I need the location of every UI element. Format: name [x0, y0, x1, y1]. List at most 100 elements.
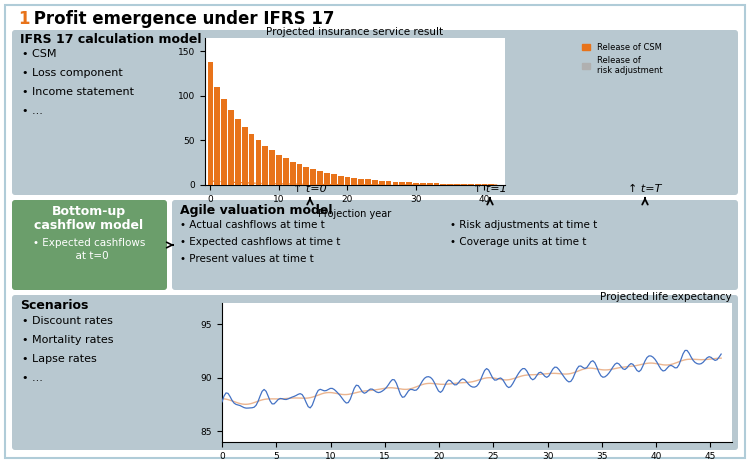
- Bar: [317, 182, 323, 185]
- FancyBboxPatch shape: [12, 200, 167, 290]
- Bar: [358, 184, 364, 185]
- Bar: [440, 184, 446, 185]
- Bar: [296, 164, 302, 185]
- Text: • Expected cashflows: • Expected cashflows: [33, 238, 146, 248]
- Bar: [256, 140, 261, 185]
- Text: • Loss component: • Loss component: [22, 68, 123, 78]
- Text: • Income statement: • Income statement: [22, 87, 134, 97]
- Bar: [269, 179, 275, 185]
- Bar: [249, 176, 254, 185]
- Bar: [262, 178, 268, 185]
- Bar: [379, 184, 385, 185]
- Bar: [290, 162, 296, 185]
- Text: • Actual cashflows at time t: • Actual cashflows at time t: [180, 220, 325, 230]
- FancyBboxPatch shape: [12, 30, 738, 195]
- Bar: [365, 179, 371, 185]
- Bar: [242, 127, 248, 185]
- Bar: [420, 183, 426, 185]
- Bar: [276, 180, 282, 185]
- Bar: [365, 184, 371, 185]
- Bar: [310, 169, 316, 185]
- Text: • Coverage units at time t: • Coverage units at time t: [450, 237, 586, 247]
- Bar: [242, 175, 248, 185]
- Bar: [228, 110, 234, 185]
- Bar: [344, 183, 350, 185]
- Text: 1: 1: [18, 10, 29, 28]
- Bar: [310, 182, 316, 185]
- Bar: [276, 155, 282, 185]
- Bar: [372, 180, 378, 185]
- Bar: [406, 182, 412, 185]
- Bar: [249, 134, 254, 185]
- Text: • CSM: • CSM: [22, 49, 56, 59]
- Bar: [304, 167, 309, 185]
- Bar: [317, 171, 323, 185]
- Title: Projected insurance service result: Projected insurance service result: [266, 27, 443, 37]
- Text: ↑ t=0: ↑ t=0: [293, 184, 327, 194]
- Bar: [262, 146, 268, 185]
- Bar: [427, 183, 433, 185]
- Bar: [324, 173, 330, 185]
- Bar: [399, 182, 405, 185]
- Bar: [352, 178, 357, 185]
- Text: • ...: • ...: [22, 106, 43, 116]
- Bar: [413, 183, 419, 185]
- Bar: [482, 184, 488, 185]
- Text: Agile valuation model: Agile valuation model: [180, 204, 332, 217]
- Bar: [296, 181, 302, 185]
- Bar: [461, 184, 466, 185]
- Bar: [324, 183, 330, 185]
- Bar: [488, 184, 494, 185]
- Bar: [358, 179, 364, 185]
- Bar: [214, 87, 220, 185]
- Bar: [208, 62, 214, 185]
- Text: • Present values at time t: • Present values at time t: [180, 254, 314, 264]
- X-axis label: Projection year: Projection year: [318, 209, 392, 219]
- Bar: [214, 168, 220, 185]
- Bar: [392, 181, 398, 185]
- Bar: [235, 173, 241, 185]
- Text: Profit emergence under IFRS 17: Profit emergence under IFRS 17: [28, 10, 334, 28]
- Text: • ...: • ...: [22, 373, 43, 383]
- Text: • Discount rates: • Discount rates: [22, 316, 112, 326]
- Bar: [331, 183, 337, 185]
- Bar: [331, 174, 337, 185]
- Bar: [344, 177, 350, 185]
- Text: IFRS 17 calculation model: IFRS 17 calculation model: [20, 33, 202, 46]
- Text: • Mortality rates: • Mortality rates: [22, 335, 113, 345]
- Bar: [256, 177, 261, 185]
- Bar: [399, 184, 405, 185]
- Bar: [468, 184, 474, 185]
- Text: cashflow model: cashflow model: [34, 219, 143, 232]
- Text: • Lapse rates: • Lapse rates: [22, 354, 97, 364]
- Bar: [372, 184, 378, 185]
- Bar: [221, 170, 227, 185]
- Bar: [454, 184, 460, 185]
- Text: • Expected cashflows at time t: • Expected cashflows at time t: [180, 237, 340, 247]
- Text: ↑ t=1: ↑ t=1: [473, 184, 507, 194]
- Text: ↑ t=T: ↑ t=T: [628, 184, 662, 194]
- Bar: [447, 184, 453, 185]
- Legend: Release of CSM, Release of
risk adjustment: Release of CSM, Release of risk adjustme…: [578, 39, 666, 78]
- Bar: [283, 158, 289, 185]
- Bar: [338, 175, 344, 185]
- Bar: [283, 180, 289, 185]
- Text: • Risk adjustments at time t: • Risk adjustments at time t: [450, 220, 597, 230]
- Bar: [392, 184, 398, 185]
- Text: Scenarios: Scenarios: [20, 299, 88, 312]
- Bar: [221, 99, 227, 185]
- Bar: [379, 181, 385, 185]
- Bar: [269, 150, 275, 185]
- Text: Projected life expectancy: Projected life expectancy: [600, 292, 732, 302]
- Text: at t=0: at t=0: [69, 251, 109, 261]
- Bar: [386, 181, 392, 185]
- Bar: [235, 119, 241, 185]
- Bar: [352, 184, 357, 185]
- Bar: [386, 184, 392, 185]
- Bar: [290, 181, 296, 185]
- Bar: [304, 182, 309, 185]
- Text: Bottom-up: Bottom-up: [52, 205, 126, 218]
- Bar: [433, 183, 439, 185]
- FancyBboxPatch shape: [172, 200, 738, 290]
- Bar: [338, 183, 344, 185]
